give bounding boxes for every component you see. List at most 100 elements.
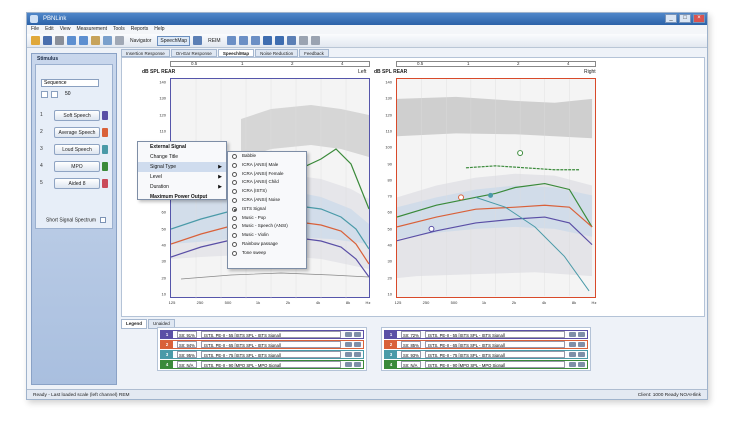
signal-color-swatch[interactable]	[102, 162, 108, 171]
edit-icon[interactable]	[345, 352, 352, 357]
submenu-item[interactable]: ICRA (ANSI) Noise	[228, 196, 306, 205]
maximize-button[interactable]: □	[679, 14, 691, 23]
print-icon[interactable]	[55, 36, 64, 45]
menu-item-external-signal[interactable]: External Signal	[150, 144, 187, 150]
submenu-item[interactable]: ICRA (ANSI) Male	[228, 161, 306, 170]
edit-icon[interactable]	[262, 36, 272, 45]
close-button[interactable]: ×	[693, 14, 705, 23]
tab-insertion-response[interactable]: Insertion Response	[121, 49, 170, 57]
legend-row[interactable]: 4 SII: N/A ISTS, PE-II - 90 [MPO SPL - M…	[160, 360, 364, 369]
legend-row[interactable]: 2 SII: 85% ISTS, PE-II - 65 [ISTS SPL - …	[384, 340, 588, 349]
x-tick: 250	[196, 300, 204, 305]
signal-color-swatch[interactable]	[102, 111, 108, 120]
submenu-item[interactable]: Babble	[228, 152, 306, 161]
menu-edit[interactable]: Edit	[45, 26, 54, 32]
pencil-icon[interactable]	[274, 36, 284, 45]
mpo-button[interactable]: MPO	[54, 161, 100, 172]
chart-icon[interactable]	[238, 36, 248, 45]
refresh-icon[interactable]	[298, 36, 308, 45]
delete-icon[interactable]	[578, 352, 585, 357]
submenu-item[interactable]: Music - Violin	[228, 231, 306, 240]
edit-icon[interactable]	[345, 332, 352, 337]
menu-item-maximum-power-output[interactable]: Maximum Power Output	[150, 194, 208, 200]
forward-arrow-icon[interactable]	[79, 36, 88, 45]
delete-icon[interactable]	[578, 332, 585, 337]
strip-label: 2	[517, 61, 520, 66]
open-folder-icon[interactable]	[31, 36, 40, 45]
submenu-item[interactable]: ICRA (ANSI) Female	[228, 170, 306, 179]
edit-icon[interactable]	[569, 362, 576, 367]
signal-color-swatch[interactable]	[102, 179, 108, 188]
delete-icon[interactable]	[578, 362, 585, 367]
delete-icon[interactable]	[354, 362, 361, 367]
menu-view[interactable]: View	[59, 26, 71, 32]
menu-measurement[interactable]: Measurement	[76, 26, 108, 32]
submenu-item[interactable]: Tone sweep	[228, 249, 306, 258]
channel-checkbox[interactable]	[41, 91, 48, 98]
menu-item-duration[interactable]: Duration ▶	[138, 182, 226, 192]
help-icon[interactable]	[115, 36, 124, 45]
menu-item-signal-type[interactable]: Signal Type ▶	[138, 162, 226, 172]
legend-row[interactable]: 2 SII: 94% ISTS, PE-II - 65 [ISTS SPL - …	[160, 340, 364, 349]
tab-speechmap[interactable]: Speech/Map	[217, 49, 255, 57]
x-tick: 8k	[571, 300, 577, 305]
legend-row[interactable]: 3 SII: 95% ISTS, PE-II - 75 [ISTS SPL - …	[160, 350, 364, 359]
delete-icon[interactable]	[354, 332, 361, 337]
edit-icon[interactable]	[345, 342, 352, 347]
display-icon[interactable]	[103, 36, 112, 45]
reim-button[interactable]: REIM	[208, 37, 221, 44]
edit-icon[interactable]	[569, 352, 576, 357]
submenu-item[interactable]: ICRA (ANSI) Child	[228, 178, 306, 187]
loud-speech-button[interactable]: Loud Speech	[54, 144, 100, 155]
submenu-item[interactable]: ICRA (ISTS)	[228, 187, 306, 196]
delete-icon[interactable]	[354, 342, 361, 347]
short-signal-checkbox[interactable]	[100, 217, 107, 223]
signal-number: 5	[40, 180, 43, 186]
delete-icon[interactable]	[578, 342, 585, 347]
graph-icon[interactable]	[226, 36, 236, 45]
aided-button[interactable]: Aided 8	[54, 178, 100, 189]
speechmap-button[interactable]: SpeechMap	[157, 35, 191, 46]
soft-speech-button[interactable]: Soft Speech	[54, 110, 100, 121]
tab-on-ear-response[interactable]: On-Ear Response	[170, 49, 217, 57]
submenu-item[interactable]: Music - Pop	[228, 214, 306, 223]
right-y-axis: 140 130 120 110 100 90 80 70 60 50 40 30 20 10	[378, 78, 394, 298]
tab-feedback[interactable]: Feedback	[299, 49, 329, 57]
back-arrow-icon[interactable]	[67, 36, 76, 45]
right-ear-chart[interactable]	[396, 78, 596, 298]
edit-icon[interactable]	[569, 332, 576, 337]
edit-icon[interactable]	[569, 342, 576, 347]
tab-noise-reduction[interactable]: Noise Reduction	[255, 49, 299, 57]
save-icon[interactable]	[43, 36, 52, 45]
list-icon[interactable]	[310, 36, 320, 45]
menu-reports[interactable]: Reports	[130, 26, 149, 32]
menu-tools[interactable]: Tools	[113, 26, 125, 32]
average-speech-button[interactable]: Average Speech	[54, 127, 100, 138]
menu-file[interactable]: File	[31, 26, 40, 32]
legend-row[interactable]: 1 SII: 91% ISTS, PE-II - 55 [ISTS SPL - …	[160, 330, 364, 339]
grid-icon[interactable]	[286, 36, 296, 45]
strip-label: 4	[341, 61, 344, 66]
legend-row[interactable]: 1 SII: 72% ISTS, PE-II - 55 [ISTS SPL - …	[384, 330, 588, 339]
legend-row[interactable]: 4 SII: N/A ISTS, PE-II - 90 [MPO SPL - M…	[384, 360, 588, 369]
submenu-item[interactable]: Rainbow passage	[228, 240, 306, 249]
signal-color-swatch[interactable]	[102, 145, 108, 154]
channel-input[interactable]	[51, 91, 58, 98]
legend-row[interactable]: 3 SII: 93% ISTS, PE-II - 75 [ISTS SPL - …	[384, 350, 588, 359]
monitor-icon[interactable]	[193, 36, 203, 45]
delete-icon[interactable]	[354, 352, 361, 357]
minimize-button[interactable]: _	[665, 14, 677, 23]
settings-icon[interactable]	[91, 36, 100, 45]
edit-icon[interactable]	[345, 362, 352, 367]
tab-legend[interactable]: Legend	[121, 319, 148, 329]
submenu-item-selected[interactable]: ISTS Signal	[228, 205, 306, 214]
menu-item-level[interactable]: Level ▶	[138, 172, 226, 182]
stimulus-select[interactable]: Sequence	[41, 79, 99, 87]
signal-color-swatch[interactable]	[102, 128, 108, 137]
compare-icon[interactable]	[250, 36, 260, 45]
menu-help[interactable]: Help	[154, 26, 165, 32]
short-signal-option[interactable]: Short Signal Spectrum	[46, 217, 107, 223]
submenu-item[interactable]: Music - Speech (ANSI)	[228, 222, 306, 231]
menu-item-change-title[interactable]: Change Title	[150, 154, 179, 160]
navigator-button[interactable]: Navigator	[130, 37, 152, 44]
